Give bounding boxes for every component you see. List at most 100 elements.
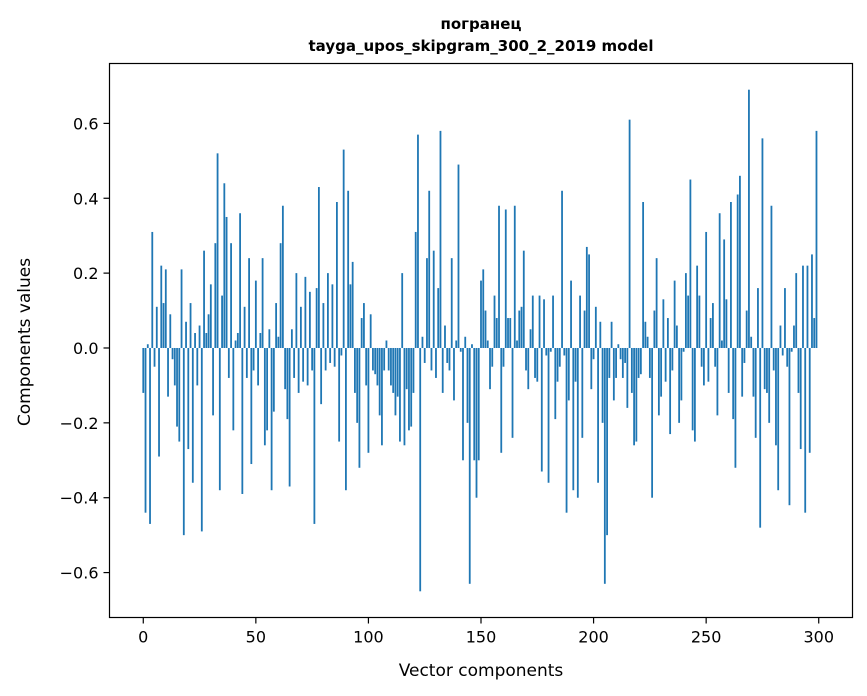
bar	[466, 347, 469, 423]
x-tick-label: 50	[246, 628, 266, 647]
bar	[709, 318, 712, 348]
bar	[603, 347, 606, 584]
bar	[653, 310, 656, 348]
bar	[770, 205, 773, 348]
bar	[698, 295, 701, 348]
bar	[626, 347, 629, 408]
bar	[455, 340, 458, 348]
bar	[374, 347, 377, 375]
bar	[279, 243, 282, 348]
bar	[786, 347, 789, 367]
bar	[185, 321, 187, 348]
y-tick-label: 0.4	[73, 189, 98, 208]
bar	[705, 231, 708, 348]
bar	[624, 347, 626, 363]
bar	[293, 347, 296, 378]
y-tick-label: 0.0	[73, 339, 98, 358]
bar	[169, 314, 172, 348]
bar	[286, 347, 289, 420]
bar	[554, 347, 557, 420]
bar	[164, 269, 167, 348]
bar	[628, 119, 631, 348]
bar	[777, 347, 780, 491]
bar	[281, 205, 284, 348]
bar	[155, 306, 158, 348]
bar	[248, 258, 250, 348]
bar	[513, 205, 516, 348]
bar	[745, 310, 748, 348]
bar	[608, 347, 611, 378]
bar	[450, 258, 453, 348]
bar	[250, 347, 253, 465]
bar	[347, 190, 350, 348]
bar	[500, 347, 503, 453]
bar	[194, 333, 196, 348]
bar	[471, 344, 473, 348]
y-tick-label: −0.6	[60, 564, 99, 583]
bar	[475, 347, 478, 498]
bar	[588, 254, 590, 348]
bar	[660, 347, 663, 397]
bar	[637, 347, 640, 378]
bar	[295, 273, 298, 348]
y-tick-label: −0.2	[60, 414, 99, 433]
bar	[700, 347, 703, 367]
bar	[757, 288, 759, 348]
bar	[790, 347, 793, 352]
bar	[545, 347, 548, 356]
bar	[473, 347, 476, 461]
bar	[216, 153, 219, 348]
bar	[437, 288, 440, 348]
bar	[225, 216, 228, 348]
bar	[200, 347, 203, 532]
bar	[680, 347, 683, 401]
bar	[207, 314, 210, 348]
bar	[671, 347, 674, 371]
bar	[516, 340, 518, 348]
bar	[655, 258, 658, 348]
x-tick-label: 100	[353, 628, 384, 647]
bar	[214, 243, 217, 348]
bar	[644, 321, 647, 348]
bar	[315, 288, 318, 348]
bar	[651, 347, 654, 498]
bar	[430, 347, 433, 371]
bar	[342, 149, 345, 348]
bar	[669, 347, 672, 435]
bar	[209, 284, 212, 348]
bar	[576, 347, 579, 498]
x-tick-label: 0	[138, 628, 148, 647]
bar	[191, 347, 194, 483]
bar	[243, 306, 246, 348]
bar	[149, 347, 151, 524]
bar	[621, 347, 624, 378]
bar	[254, 280, 257, 348]
bar	[457, 164, 460, 348]
bar	[534, 347, 536, 378]
bar	[363, 303, 365, 348]
bar	[590, 347, 593, 390]
bar	[761, 138, 764, 348]
bar	[693, 347, 696, 442]
bar	[385, 340, 388, 348]
bar	[642, 202, 645, 348]
bar	[784, 288, 786, 348]
bar	[331, 284, 334, 348]
bar	[639, 347, 642, 375]
bar	[311, 347, 314, 371]
bar	[412, 347, 415, 393]
bar	[619, 347, 622, 360]
bar	[151, 231, 154, 348]
bar	[162, 303, 165, 348]
bar	[365, 347, 368, 386]
bar	[444, 325, 446, 348]
bar	[556, 347, 559, 382]
bar	[178, 347, 181, 442]
bar	[482, 269, 485, 348]
bar	[666, 318, 669, 348]
bar	[741, 347, 744, 397]
bar	[468, 347, 471, 584]
bar	[441, 347, 444, 393]
bar	[522, 250, 525, 348]
bar	[403, 347, 406, 446]
